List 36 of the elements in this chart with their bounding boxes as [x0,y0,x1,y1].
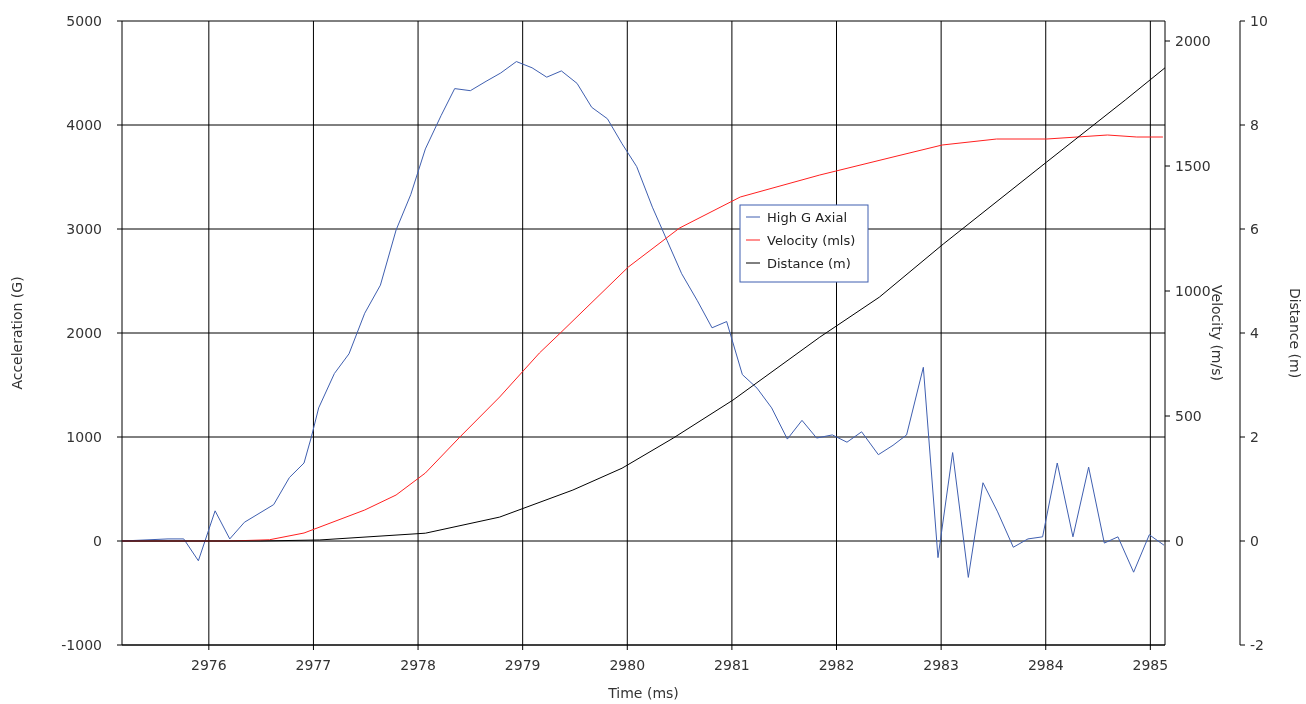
x-tick-label: 2982 [818,657,855,673]
y-tick-label: 5000 [66,12,102,29]
y3-tick-label: -2 [1250,636,1264,653]
x-tick-label: 2979 [504,657,541,673]
y-tick-label: -1000 [61,636,102,653]
y-axis-title: Acceleration (G) [9,276,25,390]
y2-axis-title: Velocity (m/s) [1209,285,1225,381]
x-tick-label: 2981 [714,657,750,673]
y3-tick-label: 4 [1250,324,1259,341]
x-tick-label: 2984 [1027,657,1064,673]
y-tick-label: 0 [93,532,102,549]
y-tick-label: 1000 [66,428,102,445]
y-tick-label: 3000 [66,220,102,237]
y2-tick-label: 1000 [1175,282,1211,299]
y-tick-label: 4000 [66,116,102,133]
y2-tick-label: 2000 [1175,32,1211,49]
x-tick-label: 2980 [609,657,646,673]
x-tick-label: 2985 [1132,657,1169,673]
x-tick-label: 2983 [923,657,959,673]
x-tick-label: 2976 [191,657,227,673]
legend-label: High G Axial [767,209,847,225]
y3-tick-label: 10 [1250,12,1268,29]
y3-tick-label: 0 [1250,532,1259,549]
x-axis-title: Time (ms) [607,685,679,701]
y2-tick-label: 500 [1175,407,1202,424]
x-tick-label: 2977 [295,657,332,673]
y3-tick-label: 2 [1250,428,1259,445]
y3-tick-label: 8 [1250,116,1259,133]
legend-label: Velocity (mls) [767,232,856,248]
x-tick-label: 2978 [400,657,436,673]
y2-tick-label: 0 [1175,532,1184,549]
legend-label: Distance (m) [767,255,851,271]
y-tick-label: 2000 [66,324,102,341]
y3-tick-label: 6 [1250,220,1259,237]
y3-axis-title: Distance (m) [1287,287,1303,379]
y2-tick-label: 1500 [1175,157,1211,174]
